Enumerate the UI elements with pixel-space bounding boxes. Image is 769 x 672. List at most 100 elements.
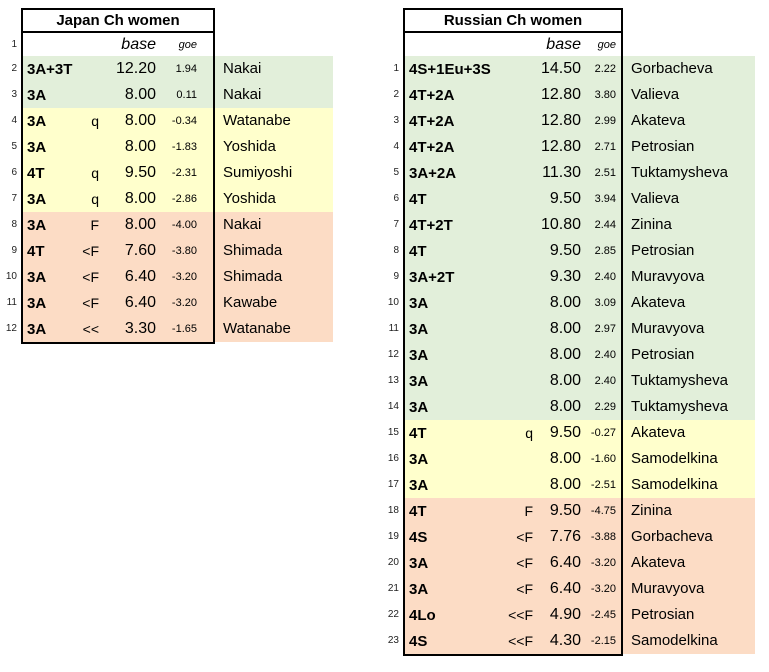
japan-table: 1 2 3 4 5 6 7 8 9 10 11 12 Japan Ch women base goe… xyxy=(3,8,333,344)
table-row: 4T+2A 12.80 2.99 xyxy=(405,108,621,134)
goe-value: -1.60 xyxy=(590,453,616,465)
element-code: 3A+2T xyxy=(409,268,455,286)
title-row-spacer xyxy=(3,8,21,33)
base-value: 4.90 xyxy=(549,606,581,623)
base-value: 9.30 xyxy=(549,268,581,285)
base-value: 9.50 xyxy=(124,164,156,181)
base-value: 6.40 xyxy=(549,580,581,597)
goe-value: -4.00 xyxy=(171,219,197,231)
modifier-flag: q xyxy=(91,165,99,181)
goe-value: -3.20 xyxy=(590,583,616,595)
modifier-flag: q xyxy=(91,113,99,129)
skater-name: Petrosian xyxy=(623,238,755,264)
goe-value: 3.09 xyxy=(594,297,616,309)
modifier-flag: q xyxy=(525,425,533,441)
row-number: 12 xyxy=(387,349,399,360)
element-code: 4T xyxy=(27,164,45,182)
base-column-label: base xyxy=(546,35,581,53)
modifier-flag: <F xyxy=(82,243,99,259)
row-number: 4 xyxy=(393,141,399,152)
skater-name: Muravyova xyxy=(623,316,755,342)
element-code: 4T+2T xyxy=(409,216,453,234)
modifier-flag: <F xyxy=(516,581,533,597)
skater-name: Valieva xyxy=(623,82,755,108)
table-row: 4S <F 7.76 -3.88 xyxy=(405,524,621,550)
skater-name: Muravyova xyxy=(623,576,755,602)
skater-name: Samodelkina xyxy=(623,472,755,498)
element-code: 4Lo xyxy=(409,606,436,624)
element-code: 3A xyxy=(409,450,429,468)
table-row: 3A 8.00 -2.51 xyxy=(405,472,621,498)
goe-value: -3.20 xyxy=(171,271,197,283)
element-code: 3A xyxy=(409,398,429,416)
table-row: 3A q 8.00 -0.34 xyxy=(23,108,213,134)
goe-value: 2.97 xyxy=(594,323,616,335)
skater-name: Yoshida xyxy=(215,186,333,212)
table-row: 3A 8.00 2.97 xyxy=(405,316,621,342)
base-value: 12.80 xyxy=(540,138,581,155)
goe-value: 3.80 xyxy=(594,89,616,101)
element-code: 4S xyxy=(409,528,428,546)
column-header-row: base goe xyxy=(23,33,213,56)
modifier-flag: q xyxy=(91,191,99,207)
row-number: 7 xyxy=(11,193,17,204)
table-row: 3A << 3.30 -1.65 xyxy=(23,316,213,342)
goe-value: 2.51 xyxy=(594,167,616,179)
row-number: 14 xyxy=(387,401,399,412)
skater-name: Samodelkina xyxy=(623,446,755,472)
base-value: 9.50 xyxy=(549,190,581,207)
skater-name: Gorbacheva xyxy=(623,524,755,550)
element-code: 4T xyxy=(409,190,427,208)
base-value: 9.50 xyxy=(549,502,581,519)
modifier-flag: F xyxy=(90,217,99,233)
table-row: 3A+2T 9.30 2.40 xyxy=(405,264,621,290)
row-number: 8 xyxy=(11,219,17,230)
goe-column-label: goe xyxy=(178,38,197,51)
element-code: 4T+2A xyxy=(409,86,455,104)
element-code: 3A xyxy=(409,320,429,338)
table-row: 4T q 9.50 -0.27 xyxy=(405,420,621,446)
row-number: 8 xyxy=(393,245,399,256)
goe-value: -2.51 xyxy=(590,479,616,491)
base-value: 9.50 xyxy=(549,242,581,259)
goe-value: -3.88 xyxy=(590,531,616,543)
row-number: 1 xyxy=(393,63,399,74)
skater-name: Kawabe xyxy=(215,290,333,316)
element-code: 4S+1Eu+3S xyxy=(409,60,491,78)
table-row: 3A <F 6.40 -3.20 xyxy=(23,264,213,290)
element-code: 3A xyxy=(409,294,429,312)
modifier-flag: F xyxy=(524,503,533,519)
table-row: 3A <F 6.40 -3.20 xyxy=(405,576,621,602)
table-row: 3A+2A 11.30 2.51 xyxy=(405,160,621,186)
base-value: 8.00 xyxy=(124,190,156,207)
base-value: 8.00 xyxy=(124,138,156,155)
table-core: Russian Ch women base goe 4S+1Eu+3S 14.50… xyxy=(403,8,623,656)
row-number: 20 xyxy=(387,557,399,568)
base-value: 8.00 xyxy=(549,450,581,467)
table-row: 3A 8.00 2.40 xyxy=(405,368,621,394)
skater-name: Samodelkina xyxy=(623,628,755,654)
base-value: 6.40 xyxy=(124,268,156,285)
table-row: 3A 8.00 3.09 xyxy=(405,290,621,316)
column-header-row: base goe xyxy=(405,33,621,56)
table-row: 4T q 9.50 -2.31 xyxy=(23,160,213,186)
skater-name: Tuktamysheva xyxy=(623,394,755,420)
table-title: Russian Ch women xyxy=(405,10,621,33)
goe-value: 1.94 xyxy=(175,63,197,75)
skater-name: Nakai xyxy=(215,82,333,108)
base-value: 8.00 xyxy=(549,294,581,311)
row-number: 2 xyxy=(11,63,17,74)
table-row: 3A 8.00 2.40 xyxy=(405,342,621,368)
base-value: 8.00 xyxy=(549,476,581,493)
table-row: 3A 8.00 0.11 xyxy=(23,82,213,108)
table-row: 4S+1Eu+3S 14.50 2.22 xyxy=(405,56,621,82)
name-column: Gorbacheva Valieva Akateva Petrosian Tuktamy… xyxy=(623,8,755,654)
goe-value: 2.22 xyxy=(594,63,616,75)
goe-value: -2.31 xyxy=(171,167,197,179)
skater-name: Akateva xyxy=(623,290,755,316)
row-number: 5 xyxy=(393,167,399,178)
modifier-flag: <F xyxy=(82,295,99,311)
row-number: 10 xyxy=(5,271,17,282)
russia-table: 1 2 3 4 5 6 7 8 9 10 11 12 13 14 15 16 17 18 19 20 21 22 23 Ru… xyxy=(383,8,755,656)
